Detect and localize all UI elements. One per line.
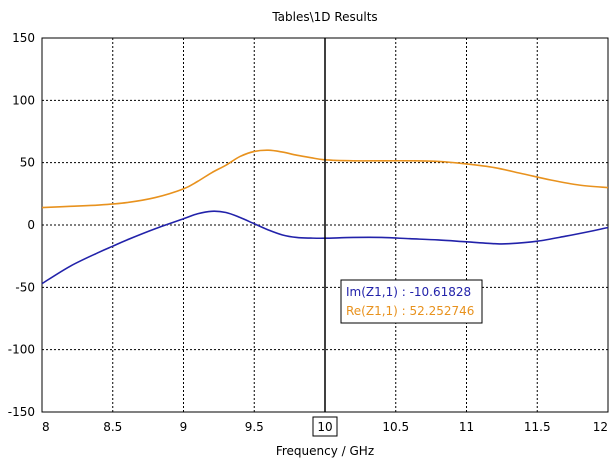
y-tick-label: 100 [12,93,35,107]
frequency-marker-label-text: 10 [317,420,332,434]
x-tick-label: 8 [42,420,50,434]
x-tick-label: 11.5 [524,420,551,434]
series-line-im-z1-1 [41,210,609,285]
x-tick-label: 8.5 [103,420,122,434]
y-tick-label: -100 [8,343,35,357]
readout-im-value: Im(Z1,1) : -10.61828 [346,285,471,299]
y-tick-labels: -150 -100 -50 0 50 100 150 [8,31,35,419]
y-tick-label: 0 [27,218,35,232]
y-tick-label: 50 [20,156,35,170]
marker-readout: Im(Z1,1) : -10.61828 Re(Z1,1) : 52.25274… [340,279,483,324]
y-tick-label: 150 [12,31,35,45]
series-line-re-z1-1 [41,149,609,209]
frequency-marker-label[interactable]: 10 [312,416,338,437]
x-axis-label: Frequency / GHz [276,444,374,458]
chart-title: Tables\1D Results [271,10,377,24]
x-tick-labels: 8 8.5 9 9.5 10.5 11 11.5 12 [42,420,608,434]
marker-readout-box [340,279,483,324]
y-tick-label: -50 [15,280,35,294]
x-tick-label: 9.5 [245,420,264,434]
readout-re-value: Re(Z1,1) : 52.252746 [346,304,474,318]
x-tick-label: 12 [593,420,608,434]
y-tick-label: -150 [8,405,35,419]
frequency-marker-label-box [312,416,338,437]
x-tick-label: 10.5 [382,420,409,434]
x-tick-label: 11 [459,420,474,434]
series-layer [41,149,609,285]
x-tick-label: 9 [180,420,188,434]
